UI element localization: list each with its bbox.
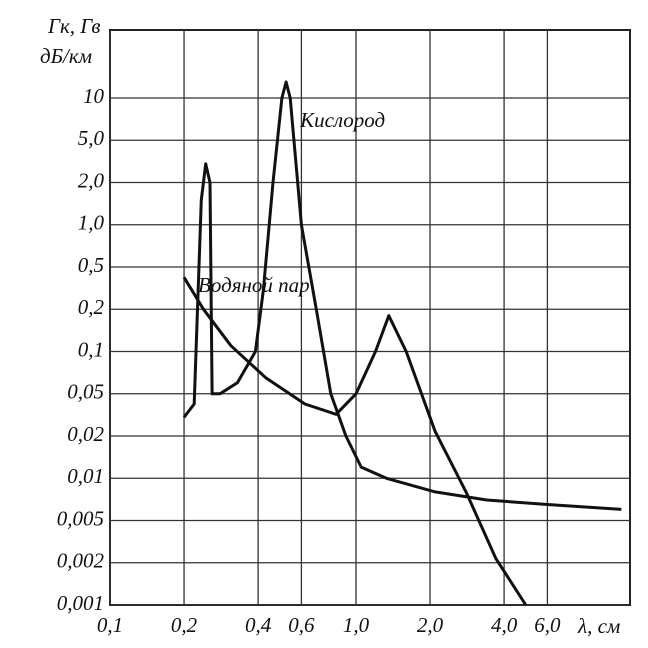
y-tick-label: 0,5 xyxy=(78,253,104,277)
y-tick-label: 0,002 xyxy=(57,549,105,573)
x-tick-label: 2,0 xyxy=(417,613,444,637)
y-tick-label: 0,001 xyxy=(57,591,104,615)
x-tick-label: 4,0 xyxy=(491,613,518,637)
x-tick-label: 0,4 xyxy=(245,613,272,637)
y-tick-label: 0,01 xyxy=(67,464,104,488)
y-axis-label: Гк, Гв xyxy=(47,14,101,38)
line-series xyxy=(182,276,528,606)
y-tick-label: 1,0 xyxy=(78,211,105,235)
x-tick-label: 6,0 xyxy=(534,613,561,637)
series-label: Водяной пар xyxy=(198,273,310,297)
x-tick-label: 0,1 xyxy=(97,613,123,637)
y-tick-label: 10 xyxy=(83,84,105,108)
line-series xyxy=(182,80,622,511)
y-tick-label: 0,1 xyxy=(78,337,104,361)
x-axis-label: λ, см xyxy=(577,614,620,638)
y-tick-label: 0,005 xyxy=(57,506,104,530)
x-tick-label: 0,2 xyxy=(171,613,198,637)
y-tick-label: 2,0 xyxy=(78,168,105,192)
y-tick-label: 0,02 xyxy=(67,422,104,446)
x-tick-label: 0,6 xyxy=(288,613,315,637)
y-tick-label: 5,0 xyxy=(78,126,105,150)
y-axis-label: дБ/км xyxy=(40,44,92,68)
series-label: Кислород xyxy=(299,108,385,132)
y-tick-label: 0,05 xyxy=(67,380,104,404)
x-tick-label: 1,0 xyxy=(343,613,370,637)
y-tick-label: 0,2 xyxy=(78,295,105,319)
